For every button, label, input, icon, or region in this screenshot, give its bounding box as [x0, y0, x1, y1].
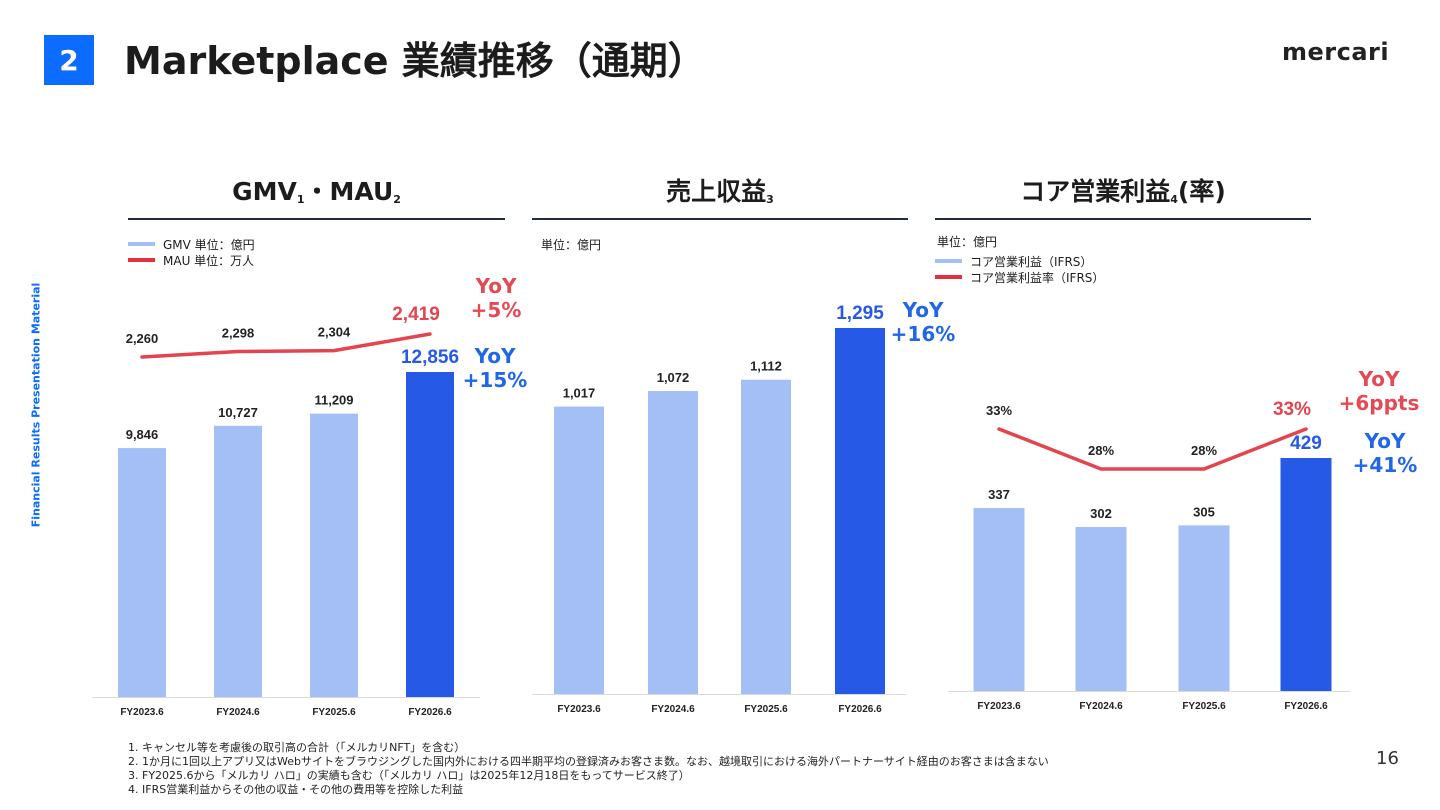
footnote: 2. 1か月に1回以上アプリ又はWebサイトをブラウジングした国内外における四半… [128, 755, 1049, 768]
x-tick-label: FY2025.6 [1182, 701, 1226, 712]
bar-value-label: 11,209 [314, 393, 353, 408]
panel-title-gmv-mau: GMV1・MAU2 [232, 177, 401, 206]
x-tick-label: FY2026.6 [1284, 701, 1328, 712]
x-tick-label: FY2024.6 [1079, 701, 1123, 712]
panel-divider [532, 218, 908, 220]
x-tick-label: FY2024.6 [651, 704, 695, 715]
footnote: 4. IFRS営業利益からその他の収益・その他の費用等を控除した利益 [128, 783, 464, 796]
line-value-label: 2,304 [318, 325, 351, 340]
bar [1280, 458, 1332, 691]
line-value-label: 28% [1088, 443, 1114, 458]
legend-swatch [935, 259, 962, 263]
bar-value-label: 302 [1090, 506, 1112, 521]
legend-item-margin: コア営業利益率（IFRS） [935, 269, 1104, 285]
section-number-badge: 2 [44, 35, 94, 85]
footnote: 3. FY2025.6から「メルカリ ハロ」の実績も含む（「メルカリ ハロ」は2… [128, 769, 690, 782]
series-line [140, 332, 432, 359]
bar [741, 379, 791, 694]
bar [310, 413, 358, 697]
bar [214, 425, 262, 697]
line-value-label: 33% [986, 403, 1012, 418]
line-value-label: 2,298 [222, 326, 255, 341]
legend-item-profit: コア営業利益（IFRS） [935, 253, 1104, 269]
yoy-callout-margin: YoY +6ppts [1338, 367, 1420, 415]
bar [1075, 526, 1127, 691]
x-tick-label: FY2025.6 [744, 704, 788, 715]
yoy-callout-revenue: YoY +16% [890, 298, 956, 346]
x-tick-label: FY2024.6 [216, 707, 260, 718]
bar-value-label: 305 [1193, 504, 1215, 519]
page-title: Marketplace 業績推移（通期） [124, 39, 706, 83]
line-value-label: 28% [1191, 443, 1217, 458]
legend: コア営業利益（IFRS） コア営業利益率（IFRS） [935, 253, 1104, 285]
panel-title-core-op-profit: コア営業利益4(率) [1020, 177, 1226, 206]
line-value-label: 2,419 [392, 304, 440, 325]
panel-title-revenue: 売上収益3 [666, 177, 774, 206]
legend-item-gmv: GMV 単位：億円 [128, 236, 255, 252]
footnotes: 1. キャンセル等を考慮後の取引高の合計（「メルカリNFT」を含む） 2. 1か… [128, 741, 1049, 797]
x-tick-label: FY2026.6 [838, 704, 882, 715]
panel-divider [935, 218, 1311, 220]
bar-value-label: 9,846 [126, 427, 159, 442]
legend-swatch [935, 275, 962, 279]
legend-swatch [128, 242, 155, 246]
bar [118, 448, 166, 697]
legend-swatch [128, 258, 155, 262]
legend-label: コア営業利益（IFRS） [970, 254, 1093, 269]
bar-value-label: 337 [988, 487, 1010, 502]
yoy-callout-gmv: YoY +15% [462, 344, 528, 392]
unit-label: 単位：億円 [937, 235, 998, 249]
legend-label: コア営業利益率（IFRS） [970, 270, 1105, 285]
line-value-label: 2,260 [126, 331, 159, 346]
legend: GMV 単位：億円 MAU 単位：万人 [128, 236, 255, 268]
bar-value-label: 429 [1290, 433, 1322, 454]
yoy-callout-profit: YoY +41% [1352, 429, 1418, 477]
bar-value-label: 1,295 [836, 303, 884, 324]
legend-label: MAU 単位：万人 [163, 253, 255, 268]
unit-label: 単位：億円 [541, 238, 602, 252]
x-tick-label: FY2025.6 [312, 707, 356, 718]
legend-label: GMV 単位：億円 [163, 237, 255, 252]
bar [554, 406, 604, 694]
yoy-callout-mau: YoY +5% [470, 274, 522, 322]
x-tick-label: FY2023.6 [977, 701, 1021, 712]
panel-divider [128, 218, 505, 220]
bar-value-label: 10,727 [218, 405, 258, 420]
bar [406, 372, 454, 697]
bar-value-label: 12,856 [401, 347, 459, 368]
x-tick-label: FY2023.6 [557, 704, 601, 715]
mercari-logo: mercari [1282, 38, 1390, 66]
footnote: 1. キャンセル等を考慮後の取引高の合計（「メルカリNFT」を含む） [128, 741, 466, 754]
x-tick-label: FY2026.6 [408, 707, 452, 718]
legend-item-mau: MAU 単位：万人 [128, 252, 255, 268]
bar [648, 391, 698, 694]
bar [973, 507, 1025, 691]
bar-value-label: 1,072 [657, 370, 690, 385]
bar [835, 328, 885, 694]
x-tick-label: FY2023.6 [120, 707, 164, 718]
page-number: 16 [1376, 748, 1399, 769]
bar [1178, 525, 1230, 691]
bar-value-label: 1,017 [563, 386, 596, 401]
series-line [997, 427, 1308, 471]
line-value-label: 33% [1273, 399, 1311, 420]
bar-value-label: 1,112 [750, 359, 782, 374]
